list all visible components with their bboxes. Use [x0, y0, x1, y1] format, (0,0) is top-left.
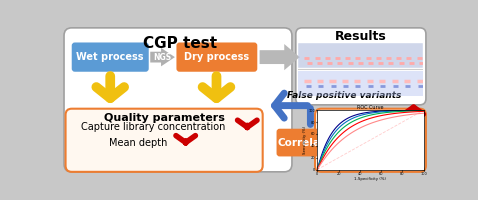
Text: Quality parameters: Quality parameters: [104, 113, 225, 123]
Text: Correlation: Correlation: [277, 138, 344, 148]
FancyBboxPatch shape: [65, 109, 263, 172]
Text: Mean depth: Mean depth: [109, 138, 167, 148]
FancyBboxPatch shape: [296, 28, 426, 105]
FancyBboxPatch shape: [64, 28, 292, 172]
Text: False positive variants: False positive variants: [287, 91, 402, 100]
Text: Dry process: Dry process: [184, 52, 249, 62]
FancyBboxPatch shape: [72, 42, 149, 72]
Text: Results: Results: [336, 30, 387, 43]
Polygon shape: [150, 48, 175, 66]
Polygon shape: [260, 44, 300, 70]
Text: Wet process: Wet process: [76, 52, 144, 62]
Text: Capture library concentration: Capture library concentration: [81, 122, 226, 132]
Text: CGP test: CGP test: [143, 36, 217, 51]
FancyBboxPatch shape: [176, 42, 257, 72]
FancyBboxPatch shape: [315, 109, 426, 172]
Text: NGS: NGS: [153, 53, 172, 62]
FancyBboxPatch shape: [277, 129, 344, 156]
